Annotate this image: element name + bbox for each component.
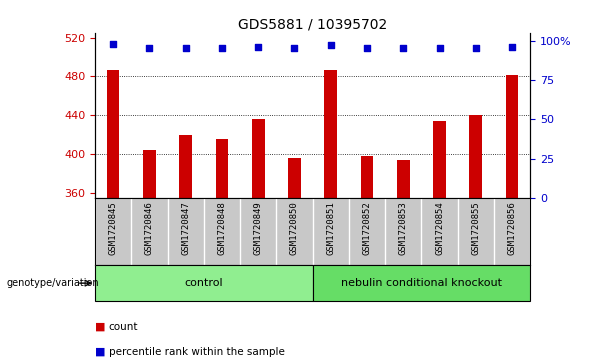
Point xyxy=(253,44,263,50)
Text: GSM1720853: GSM1720853 xyxy=(399,201,408,255)
Point xyxy=(507,44,517,50)
Text: GSM1720846: GSM1720846 xyxy=(145,201,154,255)
Text: GSM1720847: GSM1720847 xyxy=(181,201,190,255)
Text: ■: ■ xyxy=(95,322,105,332)
Text: GSM1720854: GSM1720854 xyxy=(435,201,444,255)
Text: genotype/variation: genotype/variation xyxy=(6,278,99,288)
Bar xyxy=(143,150,156,198)
Point xyxy=(109,41,118,46)
Point xyxy=(362,45,372,51)
Text: GSM1720849: GSM1720849 xyxy=(254,201,263,255)
Text: GSM1720850: GSM1720850 xyxy=(290,201,299,255)
Bar xyxy=(95,265,313,301)
Point xyxy=(217,45,227,51)
Text: GSM1720856: GSM1720856 xyxy=(508,201,517,255)
Point xyxy=(145,45,154,51)
Bar xyxy=(288,158,301,198)
Text: ■: ■ xyxy=(95,347,105,357)
Point xyxy=(181,45,191,51)
Point xyxy=(398,45,408,51)
Text: GSM1720855: GSM1720855 xyxy=(471,201,481,255)
Title: GDS5881 / 10395702: GDS5881 / 10395702 xyxy=(238,17,387,32)
Text: GSM1720845: GSM1720845 xyxy=(109,201,118,255)
Bar xyxy=(324,70,337,198)
Text: GSM1720848: GSM1720848 xyxy=(218,201,226,255)
Point xyxy=(289,45,299,51)
Bar xyxy=(313,265,530,301)
Bar xyxy=(107,70,120,198)
Text: nebulin conditional knockout: nebulin conditional knockout xyxy=(341,278,502,288)
Bar xyxy=(397,160,409,198)
Bar xyxy=(506,76,519,198)
Point xyxy=(471,45,481,51)
Text: control: control xyxy=(185,278,223,288)
Bar xyxy=(433,121,446,198)
Bar xyxy=(252,119,265,198)
Bar xyxy=(216,139,228,198)
Point xyxy=(435,45,444,51)
Bar xyxy=(360,156,373,198)
Bar xyxy=(470,115,482,198)
Text: GSM1720852: GSM1720852 xyxy=(362,201,371,255)
Text: percentile rank within the sample: percentile rank within the sample xyxy=(109,347,284,357)
Point xyxy=(326,42,336,48)
Bar xyxy=(180,135,192,198)
Text: count: count xyxy=(109,322,138,332)
Text: GSM1720851: GSM1720851 xyxy=(326,201,335,255)
